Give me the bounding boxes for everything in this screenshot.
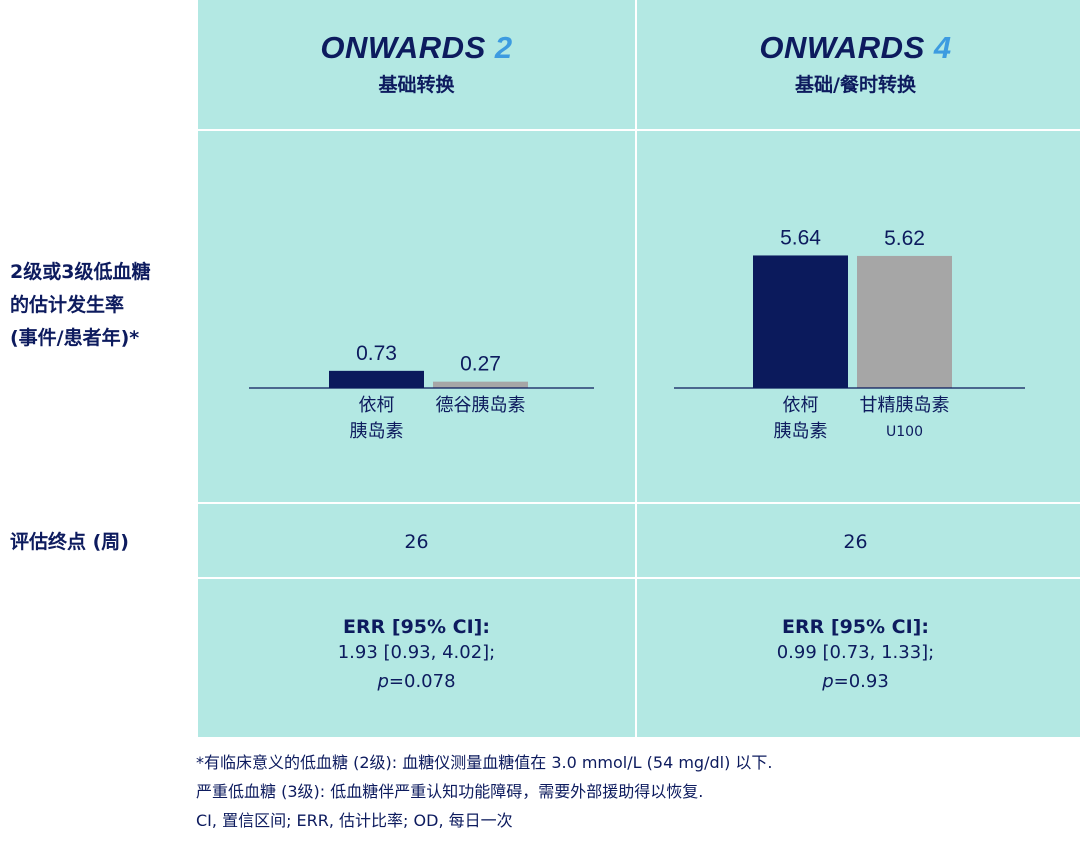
err-block: ERR [95% CI]: 1.93 [0.93, 4.02]; p=0.078 [198,616,635,696]
p-label: p [822,671,834,692]
footnote: *有临床意义的低血糖 (2级): 血糖仪测量血糖值在 3.0 mmol/L (5… [196,753,773,772]
row-divider [198,502,1080,504]
column-header-onwards4: ONWARDS 4 基础/餐时转换 [637,30,1074,97]
row-label-rate: 2级或3级低血糖 的估计发生率 (事件/患者年)* [10,256,150,355]
row-label-line: (事件/患者年)* [10,327,140,349]
endpoint-value: 26 [404,531,429,553]
column-divider [635,0,637,737]
p-value: p=0.93 [637,667,1074,696]
p-label: p [377,671,389,692]
category-label: 德谷胰岛素 [435,395,526,416]
footnote: 严重低血糖 (3级): 低血糖伴严重认知功能障碍，需要外部援助得以恢复. [196,782,704,801]
err-label: ERR [95% CI]: [782,616,929,638]
endpoint-value: 26 [843,531,868,553]
data-label: 5.62 [884,227,925,250]
p-number: =0.078 [388,671,456,692]
category-label: 甘精胰岛素 U100 [859,395,950,440]
p-number: =0.93 [833,671,889,692]
err-block: ERR [95% CI]: 0.99 [0.73, 1.33]; p=0.93 [637,616,1074,696]
row-label-line: 的估计发生率 [10,294,125,316]
p-value: p=0.078 [198,667,635,696]
row-divider [198,129,1080,131]
footnotes: *有临床意义的低血糖 (2级): 血糖仪测量血糖值在 3.0 mmol/L (5… [196,748,772,835]
data-label: 0.73 [356,342,397,365]
err-label: ERR [95% CI]: [343,616,490,638]
trial-number: 4 [933,30,952,65]
bar [857,255,952,388]
footnote: CI, 置信区间; ERR, 估计比率; OD, 每日一次 [196,811,513,830]
err-value: 1.93 [0.93, 4.02]; [337,642,496,663]
trial-name: ONWARDS [320,30,486,65]
row-divider [198,577,1080,579]
err-value: 0.99 [0.73, 1.33]; [776,642,935,663]
data-label: 0.27 [460,353,501,376]
row-label-endpoint: 评估终点 (周) [10,531,129,553]
category-label: 依柯 胰岛素 [773,395,828,442]
row-label-line: 2级或3级低血糖 [10,261,151,283]
trial-name: ONWARDS [759,30,925,65]
trial-subtitle: 基础转换 [378,74,455,96]
trial-subtitle: 基础/餐时转换 [795,74,916,96]
category-label: 依柯 胰岛素 [349,395,404,442]
bar [433,381,528,388]
bar [753,255,848,388]
bar [329,370,424,388]
trial-number: 2 [494,30,513,65]
data-label: 5.64 [780,226,821,249]
column-header-onwards2: ONWARDS 2 基础转换 [198,30,635,97]
